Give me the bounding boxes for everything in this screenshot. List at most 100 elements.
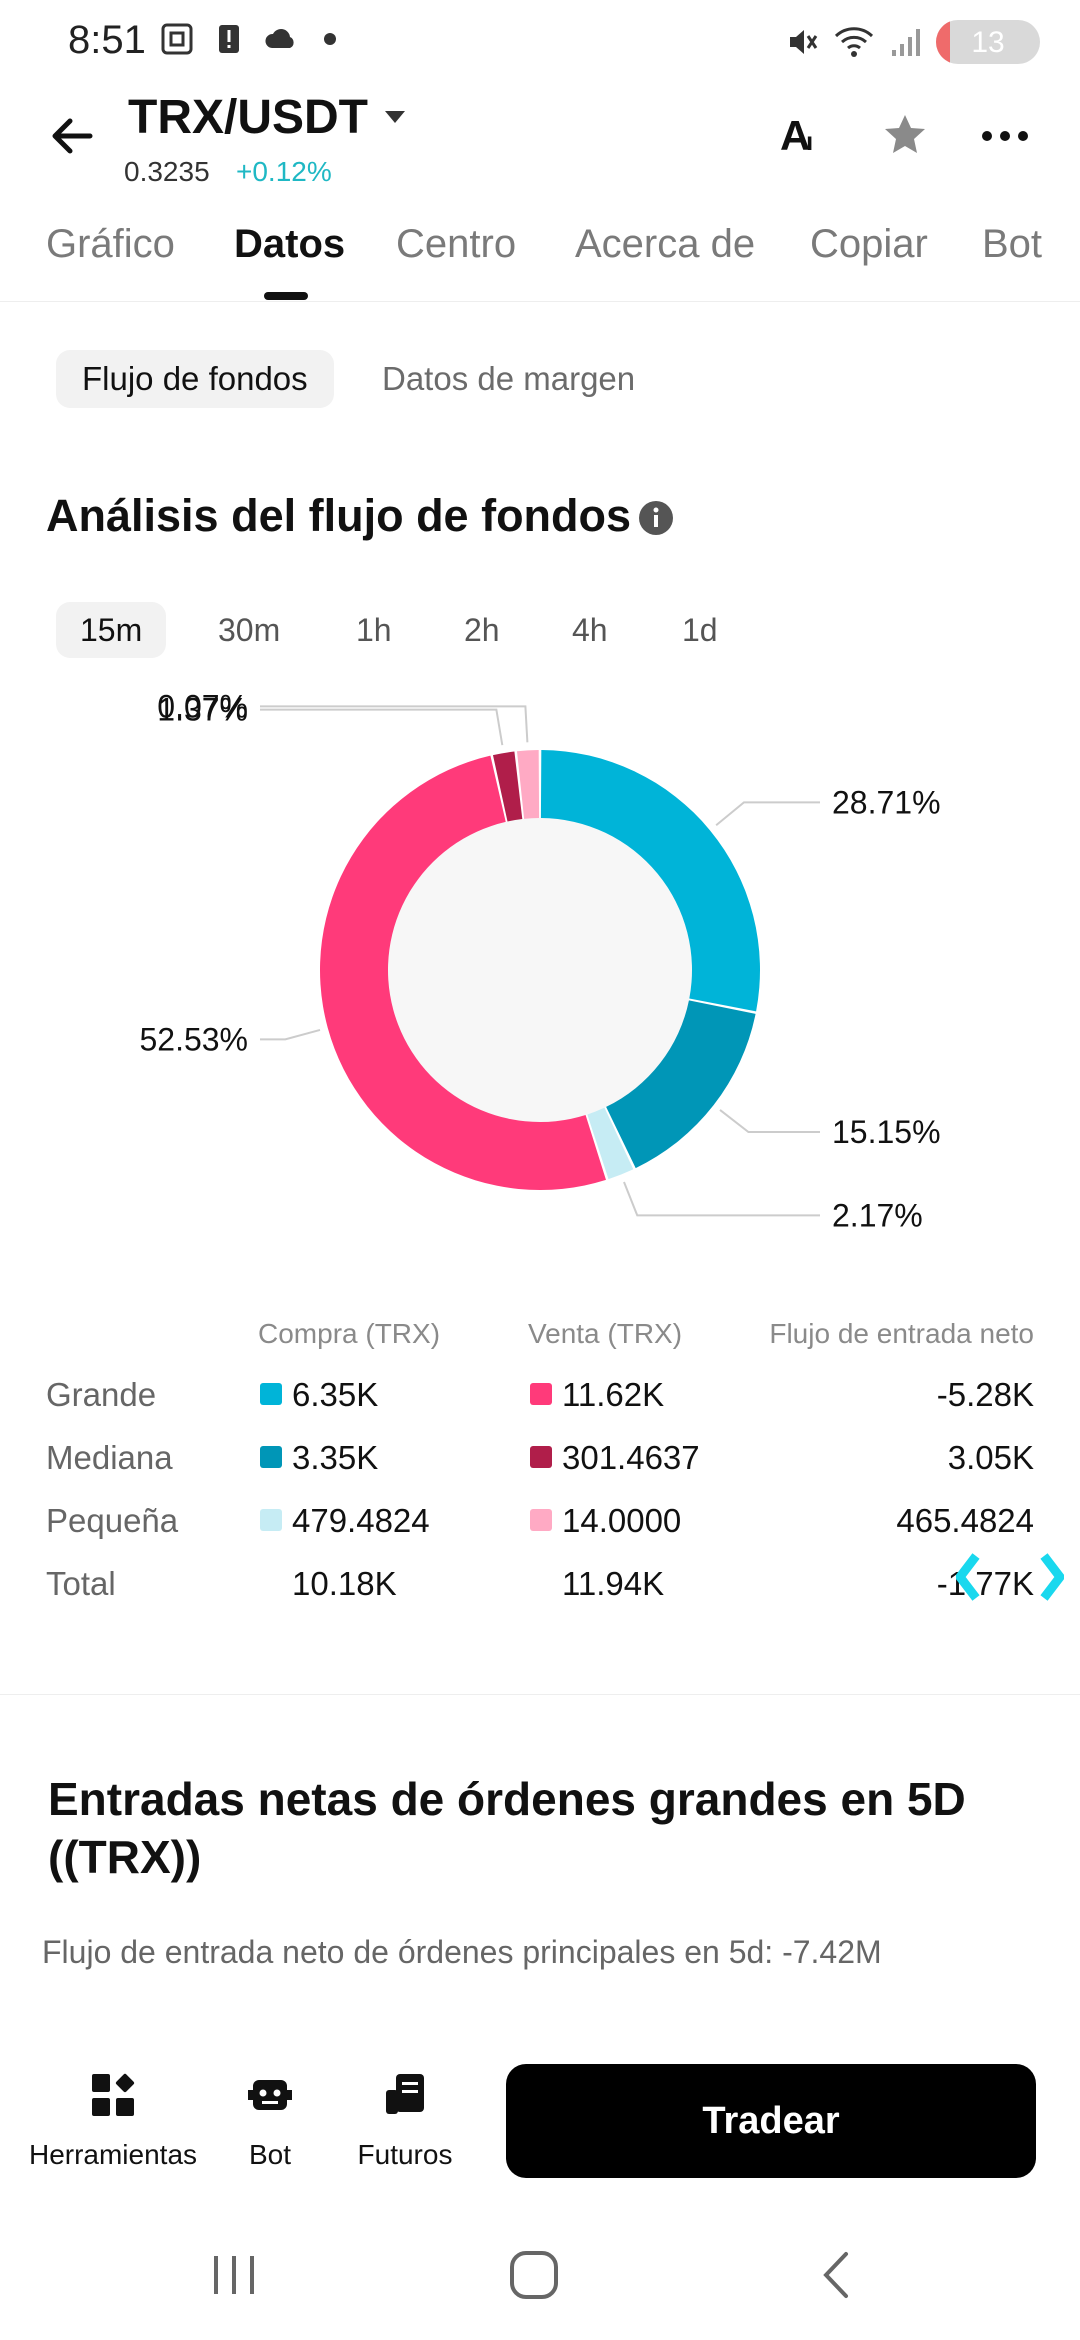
sell-grande: 11.62K: [562, 1376, 665, 1413]
slice-label: 15.15%: [832, 1114, 941, 1150]
large-orders-subtitle: Flujo de entrada neto de órdenes princip…: [42, 1934, 882, 1970]
notification-dot: [324, 33, 336, 45]
svg-text:A: A: [780, 112, 810, 156]
slice-leader-line: [260, 1028, 321, 1041]
chevron-down-icon[interactable]: [384, 110, 406, 124]
bottom-item-herramientas[interactable]: Herramientas: [28, 2072, 198, 2171]
pair-title[interactable]: TRX/USDT: [128, 91, 368, 144]
mute-icon: [790, 30, 818, 54]
fund-flow-donut-chart: 28.71% 15.15% 2.17% 52.53% 1.37%0.07%: [139, 688, 941, 1233]
bottom-item-bot[interactable]: Bot: [230, 2072, 310, 2171]
row-label-grande: Grande: [46, 1376, 157, 1413]
font-size-icon[interactable]: Aı: [780, 112, 826, 156]
bottom-item-futuros[interactable]: Futuros: [350, 2072, 460, 2171]
slice-label: 2.17%: [832, 1197, 923, 1233]
battery-indicator: 13: [936, 20, 1040, 64]
swatch-sell-grande: [530, 1383, 552, 1405]
swatch-sell-pequena: [530, 1509, 552, 1531]
buy-mediana: 3.35K: [292, 1439, 379, 1476]
net-grande: -5.28K: [936, 1376, 1034, 1413]
slice-leader-line: [715, 801, 820, 827]
section-title: Análisis del flujo de fondos: [46, 490, 632, 541]
slice-leader-line: [719, 1109, 820, 1134]
star-icon[interactable]: [882, 112, 928, 156]
sell-total: 11.94K: [562, 1565, 665, 1602]
status-time: 8:51: [68, 18, 146, 62]
info-icon[interactable]: [638, 500, 674, 536]
timeframe-4h[interactable]: 4h: [572, 612, 608, 648]
header-buy: Compra (TRX): [258, 1318, 441, 1349]
tab-copiar[interactable]: Copiar: [810, 222, 928, 266]
signal-icon: [892, 29, 920, 56]
sell-mediana: 301.4637: [562, 1439, 700, 1476]
status-right: 13: [784, 20, 1040, 64]
tab-centro[interactable]: Centro: [396, 222, 517, 266]
timeframe-30m[interactable]: 30m: [218, 612, 281, 648]
timeframe-2h[interactable]: 2h: [464, 612, 500, 648]
slice-leader-line: [260, 705, 529, 743]
timeframe-1d[interactable]: 1d: [682, 612, 718, 648]
net-total: -1.77K: [936, 1565, 1034, 1602]
tab-underline: [264, 292, 308, 300]
alert-icon: [219, 25, 239, 53]
donut-slice: [606, 1000, 756, 1169]
row-label-mediana: Mediana: [46, 1439, 173, 1476]
swatch-buy-mediana: [260, 1446, 282, 1468]
svg-text:ı: ı: [806, 126, 813, 156]
buy-grande: 6.35K: [292, 1376, 379, 1413]
tab-acerca-de[interactable]: Acerca de: [575, 222, 756, 266]
price-change: +0.12%: [236, 156, 332, 187]
screenshot-icon: [161, 23, 193, 55]
timeframe-1h[interactable]: 1h: [356, 612, 392, 648]
large-orders-title: Entradas netas de órdenes grandes en 5D …: [48, 1773, 966, 1883]
bottom-label-bot: Bot: [248, 2139, 292, 2170]
net-pequena: 465.4824: [896, 1502, 1034, 1539]
swatch-sell-mediana: [530, 1446, 552, 1468]
tools-icon: [92, 2073, 135, 2116]
sell-pequena: 14.0000: [562, 1502, 682, 1539]
donut-slice: [587, 1107, 634, 1180]
swatch-buy-pequena: [260, 1509, 282, 1531]
header-net: Flujo de entrada neto: [769, 1318, 1034, 1349]
subtab-flujo-de-fondos[interactable]: Flujo de fondos: [56, 350, 334, 408]
bottom-label-herramientas: Herramientas: [28, 2139, 198, 2170]
last-price: 0.3235: [124, 156, 210, 187]
donut-center: [388, 818, 692, 1122]
battery-level: 13: [971, 26, 1005, 59]
floating-assistant-icon[interactable]: [956, 1552, 1064, 1602]
slice-leader-line: [260, 708, 504, 746]
recent-apps-icon[interactable]: [204, 2250, 264, 2300]
tab-bar: Gráfico Datos Centro Acerca de Copiar Bo…: [0, 222, 1080, 302]
tab-bot[interactable]: Bot: [982, 222, 1043, 266]
tab-grafico[interactable]: Gráfico: [46, 222, 175, 266]
donut-slice: [320, 755, 606, 1190]
buy-pequena: 479.4824: [292, 1502, 430, 1539]
slice-label: 1.37%: [157, 692, 248, 728]
back-nav-icon[interactable]: [806, 2250, 866, 2300]
bottom-label-futuros: Futuros: [357, 2139, 453, 2170]
back-arrow-icon[interactable]: [44, 108, 100, 164]
futures-icon: [386, 2074, 424, 2114]
swatch-buy-grande: [260, 1383, 282, 1405]
more-icon[interactable]: [980, 112, 1030, 156]
trade-button[interactable]: Tradear: [506, 2064, 1036, 2178]
cloud-icon: [265, 29, 294, 48]
row-label-pequena: Pequeña: [46, 1502, 179, 1539]
status-left-icons: [160, 22, 336, 56]
row-label-total: Total: [46, 1565, 116, 1602]
slice-label: 28.71%: [832, 784, 941, 820]
wifi-icon: [834, 27, 874, 57]
bot-icon: [248, 2080, 292, 2110]
battery-fill: [936, 20, 950, 64]
home-icon[interactable]: [504, 2250, 564, 2300]
donut-slice: [517, 750, 540, 819]
header-sell: Venta (TRX): [528, 1318, 683, 1349]
tab-datos[interactable]: Datos: [234, 222, 346, 266]
timeframe-15m[interactable]: 15m: [56, 602, 167, 658]
subtab-datos-de-margen[interactable]: Datos de margen: [382, 360, 636, 397]
net-mediana: 3.05K: [947, 1439, 1034, 1476]
donut-slice: [492, 751, 523, 822]
slice-label: 0.07%: [157, 688, 248, 724]
slice-label: 52.53%: [139, 1021, 248, 1057]
status-bar: 8:51 13: [0, 0, 1080, 86]
